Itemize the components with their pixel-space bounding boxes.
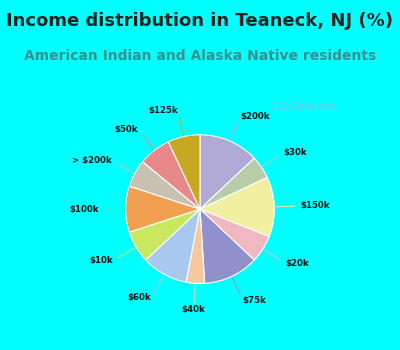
Wedge shape <box>129 209 200 260</box>
Wedge shape <box>168 135 200 209</box>
Text: $200k: $200k <box>240 112 270 121</box>
Wedge shape <box>200 158 267 209</box>
Text: $125k: $125k <box>148 106 178 116</box>
Wedge shape <box>146 209 200 282</box>
Text: $50k: $50k <box>115 125 138 134</box>
Text: $100k: $100k <box>70 205 99 214</box>
Text: Income distribution in Teaneck, NJ (%): Income distribution in Teaneck, NJ (%) <box>6 12 394 30</box>
Wedge shape <box>186 209 205 284</box>
Wedge shape <box>129 162 200 209</box>
Text: $40k: $40k <box>182 305 206 314</box>
Wedge shape <box>200 177 274 237</box>
Text: City-Data.com: City-Data.com <box>266 102 336 111</box>
Text: $10k: $10k <box>90 256 113 265</box>
Text: > $200k: > $200k <box>72 156 112 165</box>
Text: $150k: $150k <box>300 202 330 210</box>
Wedge shape <box>200 135 254 209</box>
Text: $30k: $30k <box>283 148 307 157</box>
Wedge shape <box>200 209 269 260</box>
Text: $60k: $60k <box>128 293 152 302</box>
Wedge shape <box>126 186 200 232</box>
Wedge shape <box>143 142 200 209</box>
Wedge shape <box>200 209 254 284</box>
Text: $20k: $20k <box>285 259 309 267</box>
Text: American Indian and Alaska Native residents: American Indian and Alaska Native reside… <box>24 49 376 63</box>
Text: $75k: $75k <box>243 296 267 304</box>
